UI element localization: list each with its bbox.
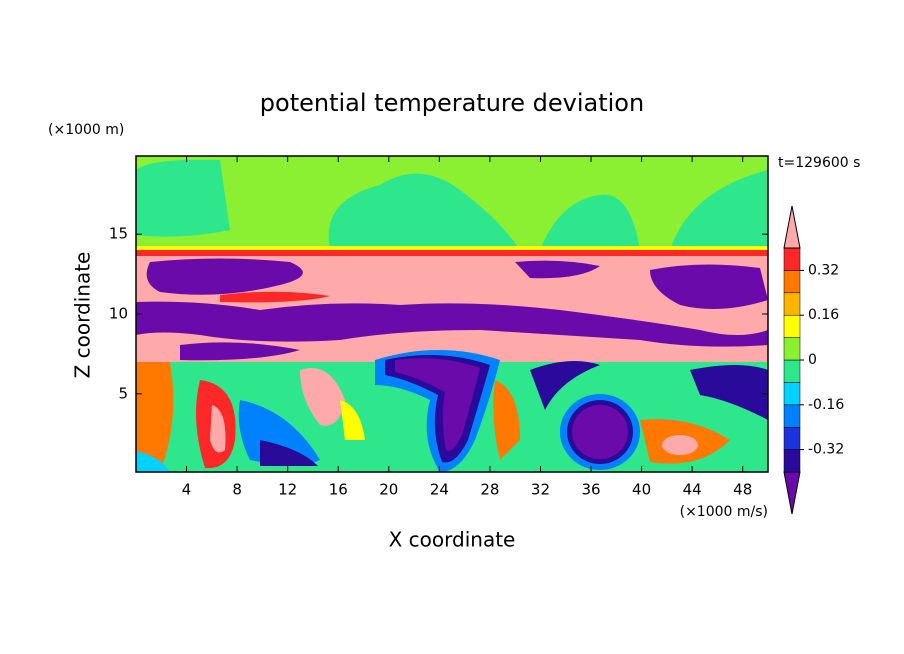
- colorbar-band: [783, 247, 801, 271]
- contour-region: [690, 365, 768, 420]
- colorbar-band: [783, 314, 801, 338]
- x-tick-label: 36: [581, 481, 600, 499]
- colorbar-tick-label: -0.32: [808, 442, 844, 458]
- contour-region: [136, 451, 170, 472]
- contour-region: [238, 400, 320, 465]
- colorbar-band: [783, 292, 801, 316]
- contour-region: [136, 362, 174, 472]
- contour-region: [515, 260, 600, 279]
- contour-region: [220, 291, 330, 303]
- colorbar-tick-label: 0: [808, 352, 817, 368]
- contour-region: [670, 170, 768, 250]
- y-tick-label: 10: [109, 305, 128, 323]
- contour-region: [136, 301, 768, 347]
- x-tick-label: 20: [379, 481, 398, 499]
- x-tick-label: 40: [632, 481, 651, 499]
- y-axis-label: Z coordinate: [71, 252, 95, 379]
- x-tick-label: 28: [480, 481, 499, 499]
- colorbar-band: [783, 382, 801, 406]
- x-tick-label: 48: [733, 481, 752, 499]
- y-unit: (×1000 m): [48, 122, 124, 138]
- x-tick-label: 4: [182, 481, 192, 499]
- colorbar-band: [783, 449, 801, 473]
- chart-title: potential temperature deviation: [260, 89, 644, 117]
- colorbar-tick-label: -0.16: [808, 397, 844, 413]
- contour-region: [146, 258, 303, 295]
- colorbar-band: [783, 337, 801, 361]
- contour-region: [340, 400, 365, 440]
- colorbar-tick-label: 0.16: [808, 307, 839, 323]
- colorbar-band: [783, 270, 801, 294]
- x-tick-label: 12: [278, 481, 297, 499]
- contour-region: [493, 380, 520, 460]
- x-tick-label: 8: [232, 481, 242, 499]
- colorbar-band: [783, 359, 801, 383]
- colorbar-extend: [783, 471, 801, 515]
- contour-region: [572, 405, 628, 459]
- annotation: t=129600 s: [778, 155, 860, 171]
- contour-region: [300, 368, 345, 426]
- colorbar-tick-label: 0.32: [808, 262, 839, 278]
- x-tick-label: 16: [329, 481, 348, 499]
- y-tick-label: 5: [118, 384, 128, 402]
- colorbar-band: [783, 404, 801, 428]
- contour-region: [136, 246, 768, 250]
- contour-region: [260, 440, 318, 466]
- contour-region: [180, 342, 300, 361]
- x-tick-label: 44: [683, 481, 702, 499]
- colorbar-band: [783, 426, 801, 450]
- contour-region: [210, 405, 226, 453]
- x-tick-label: 24: [430, 481, 449, 499]
- contour-region: [136, 159, 230, 237]
- colorbar-extend: [783, 205, 801, 249]
- contour-region: [136, 250, 768, 258]
- x-axis-label: X coordinate: [389, 528, 516, 552]
- contour-region: [395, 358, 480, 451]
- contour-region: [650, 264, 768, 309]
- contour-region: [540, 194, 640, 250]
- y-tick-label: 15: [109, 225, 128, 243]
- x-tick-label: 32: [531, 481, 550, 499]
- contour-field: [136, 156, 768, 472]
- contour-region: [328, 173, 520, 250]
- contour-region: [530, 361, 600, 410]
- x-unit: (×1000 m/s): [680, 504, 768, 520]
- contour-region: [662, 435, 698, 455]
